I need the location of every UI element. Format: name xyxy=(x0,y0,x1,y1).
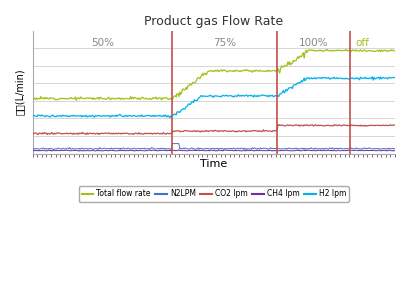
Text: off: off xyxy=(354,38,368,48)
X-axis label: Time: Time xyxy=(200,159,227,169)
Y-axis label: 유량(L/min): 유량(L/min) xyxy=(15,69,25,115)
Text: 75%: 75% xyxy=(213,38,236,48)
Title: Product gas Flow Rate: Product gas Flow Rate xyxy=(144,15,283,28)
Text: 100%: 100% xyxy=(298,38,328,48)
Legend: Total flow rate, N2LPM, CO2 lpm, CH4 lpm, H2 lpm: Total flow rate, N2LPM, CO2 lpm, CH4 lpm… xyxy=(79,186,348,201)
Text: 50%: 50% xyxy=(91,38,114,48)
